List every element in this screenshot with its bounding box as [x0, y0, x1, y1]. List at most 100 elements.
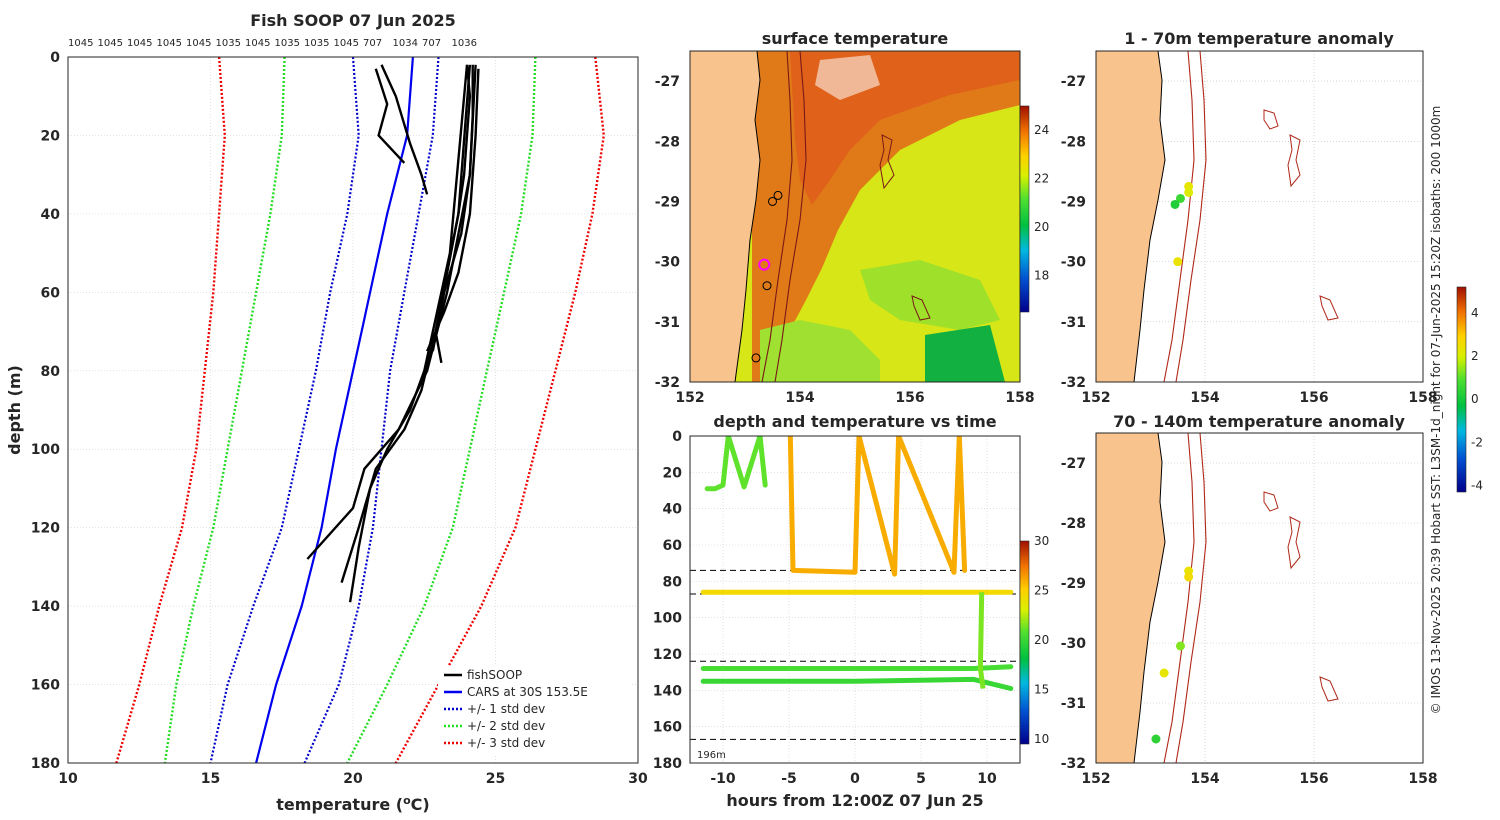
time-colorbar-tick: 20 — [1034, 633, 1049, 647]
profile-y-tick: 80 — [41, 364, 61, 380]
anomaly-deep-points — [1151, 566, 1194, 744]
fishsoop-profile — [306, 64, 477, 560]
sst-colorbar-tick: 22 — [1034, 172, 1049, 186]
sst-colorbar-tick: 24 — [1034, 123, 1049, 137]
sst-land — [690, 51, 761, 382]
time-y-tick: 160 — [653, 720, 682, 736]
map-y-tick: -30 — [655, 255, 681, 271]
anomaly-shallow-points — [1170, 181, 1194, 267]
map-x-tick: 154 — [1190, 771, 1219, 787]
map-y-tick: -30 — [1061, 636, 1087, 652]
sst-green-patch — [925, 325, 1005, 382]
anomaly-deep-seamount-2 — [1287, 516, 1301, 570]
anomaly-shallow-seamount-3 — [1319, 295, 1339, 321]
profile-line--3-std-dev — [394, 57, 606, 763]
time-colorbar-tick: 15 — [1034, 683, 1049, 697]
time-x-tick: 10 — [977, 771, 997, 787]
profile-y-tick: 140 — [31, 599, 60, 615]
profile-top-label: 1045 — [127, 38, 152, 49]
legend-box — [438, 666, 631, 756]
anomaly-deep-isobath-200 — [1163, 433, 1195, 763]
anomaly-deep-isobath-1000 — [1175, 433, 1207, 763]
profile-x-tick: 20 — [343, 771, 363, 787]
profile-line--2-std-dev — [346, 57, 537, 763]
anomaly-colorbar-ticks: 4 2 0 -2 -4 — [1471, 306, 1483, 493]
anomaly-deep-ticks: 152 154 156 158 -27 -28 -29 -30 -31 -32 — [1061, 456, 1438, 787]
time-y-tick: 60 — [663, 538, 683, 554]
time-series — [690, 436, 1020, 740]
profile-x-tick: 15 — [201, 771, 220, 787]
profile-grid — [67, 56, 639, 764]
time-colorbar-tick: 30 — [1034, 534, 1049, 548]
anomaly-deep-point — [1184, 572, 1194, 582]
sst-colorbar — [1019, 105, 1030, 313]
map-y-tick: -31 — [1061, 696, 1086, 712]
anomaly-deep-seamount-1 — [1263, 491, 1279, 512]
side-note: © IMOS 13-Nov-2025 20:39 Hobart SST: L3S… — [1429, 106, 1443, 715]
time-title: depth and temperature vs time — [713, 412, 996, 431]
time-y-tick: 180 — [653, 756, 682, 772]
map-y-tick: -29 — [655, 194, 680, 210]
anomaly-shallow-map — [1096, 51, 1423, 382]
time-xlabel: hours from 12:00Z 07 Jun 25 — [726, 791, 983, 810]
profile-y-tick: 40 — [41, 207, 61, 223]
anomaly-deep-point — [1159, 668, 1169, 678]
sst-sites — [751, 190, 783, 363]
map-y-tick: -29 — [1061, 576, 1086, 592]
profile-y-tick: 0 — [50, 50, 60, 66]
anomaly-colorbar — [1456, 286, 1467, 493]
anomaly-deep-point — [1175, 641, 1185, 651]
map-x-tick: 158 — [1408, 390, 1437, 406]
sst-isobath-200 — [761, 51, 793, 382]
profile-line-cars-at-30s-153-5e — [255, 57, 414, 763]
anomaly-deep-land — [1096, 433, 1166, 763]
profile-legend: fishSOOP CARS at 30S 153.5E +/- 1 std de… — [438, 666, 631, 756]
time-y-tick: 100 — [653, 611, 682, 627]
profile-top-label: 1035 — [275, 38, 300, 49]
anomaly-shallow-point — [1175, 193, 1185, 203]
profile-xlabel: temperature (oC) — [276, 794, 429, 814]
anomaly-shallow-isobath-1000 — [1175, 51, 1207, 382]
legend-label-cars: CARS at 30S 153.5E — [467, 685, 588, 699]
map-y-tick: -30 — [1061, 255, 1087, 271]
profile-top-label: 1045 — [334, 38, 359, 49]
map-x-tick: 152 — [675, 390, 704, 406]
sst-cool-patch-south — [760, 320, 880, 382]
time-colorbar-tick: 10 — [1034, 732, 1049, 746]
map-x-tick: 154 — [1190, 390, 1219, 406]
time-colorbar-ticks: 10 15 20 25 30 — [1034, 534, 1049, 746]
sst-map-title: surface temperature — [762, 29, 949, 48]
map-y-tick: -31 — [1061, 315, 1086, 331]
profile-y-tick: 120 — [31, 521, 60, 537]
time-annotation: 196m — [697, 750, 726, 761]
profile-top-label: 1045 — [157, 38, 182, 49]
time-x-tick: -10 — [710, 771, 736, 787]
sst-colorbar-tick: 20 — [1034, 220, 1049, 234]
sst-cloud-mask — [815, 55, 880, 100]
map-y-tick: -28 — [1061, 134, 1086, 150]
time-colorbar-tick: 25 — [1034, 584, 1049, 598]
time-y-tick: 120 — [653, 647, 682, 663]
sst-map-field — [690, 51, 1020, 382]
time-colorbar — [1019, 540, 1030, 745]
profile-x-tick: 25 — [486, 771, 505, 787]
anomaly-shallow-title: 1 - 70m temperature anomaly — [1124, 29, 1394, 48]
profile-top-label: 1045 — [186, 38, 211, 49]
profile-y-tick: 180 — [31, 756, 60, 772]
time-y-tick: 20 — [663, 465, 683, 481]
map-y-tick: -27 — [1061, 74, 1086, 90]
legend-label-1std: +/- 1 std dev — [467, 702, 545, 716]
anomaly-shallow-axes-box — [1095, 50, 1424, 383]
profile-y-tick: 60 — [41, 285, 61, 301]
anomaly-colorbar-tick: -4 — [1471, 479, 1483, 493]
sst-map-panel: surface temperature 152 154 156 158 -27 -28 -2… — [655, 29, 1050, 406]
map-y-tick: -31 — [655, 315, 680, 331]
anomaly-deep-point — [1151, 734, 1161, 744]
sst-seamount-2 — [911, 295, 931, 321]
time-grid — [690, 435, 1020, 764]
anomaly-shallow-seamount-1 — [1263, 109, 1279, 130]
profile-ylabel: depth (m) — [5, 365, 24, 455]
profile-top-label: 1045 — [68, 38, 93, 49]
